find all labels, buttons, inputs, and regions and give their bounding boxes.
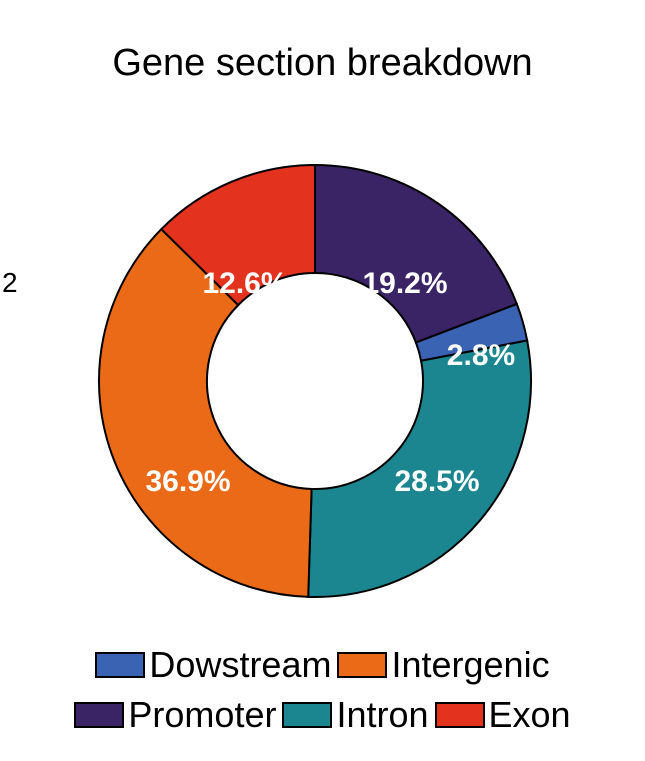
legend-item-dowstream: Dowstream [95, 645, 331, 685]
slice-label-promoter: 19.2% [362, 267, 447, 300]
legend-label: Exon [488, 694, 571, 735]
legend-label: Promoter [128, 694, 277, 735]
legend-swatch [434, 702, 485, 728]
legend-row: Promoter Intron Exon [0, 690, 645, 740]
slice-label-dowstream: 2.8% [447, 339, 515, 372]
slice-label-intergenic: 36.9% [145, 465, 230, 498]
legend-row: Dowstream Intergenic [0, 640, 645, 690]
legend-item-promoter: Promoter [74, 695, 276, 735]
legend-item-intergenic: Intergenic [337, 644, 550, 685]
donut-chart: 12.6% 19.2% 2.8% 28.5% 36.9% [98, 163, 532, 598]
slice-label-exon: 12.6% [202, 267, 287, 300]
legend-item-exon: Exon [434, 694, 571, 735]
chart-title: Gene section breakdown [112, 42, 533, 84]
legend-swatch [337, 652, 388, 678]
legend-label: Intron [336, 694, 429, 735]
legend-label: Intergenic [391, 644, 550, 685]
slice-label-intron: 28.5% [394, 465, 479, 498]
slice-intron [307, 339, 532, 598]
legend-swatch [95, 652, 146, 678]
slice-intergenic [98, 227, 313, 598]
legend-swatch [74, 702, 125, 728]
side-label: 2 [2, 267, 18, 298]
legend-swatch [282, 702, 333, 728]
slice-promoter [314, 163, 519, 344]
legend: Dowstream Intergenic Promoter Intron Exon [0, 640, 645, 740]
legend-label: Dowstream [149, 644, 332, 685]
legend-item-intron: Intron [282, 694, 429, 735]
